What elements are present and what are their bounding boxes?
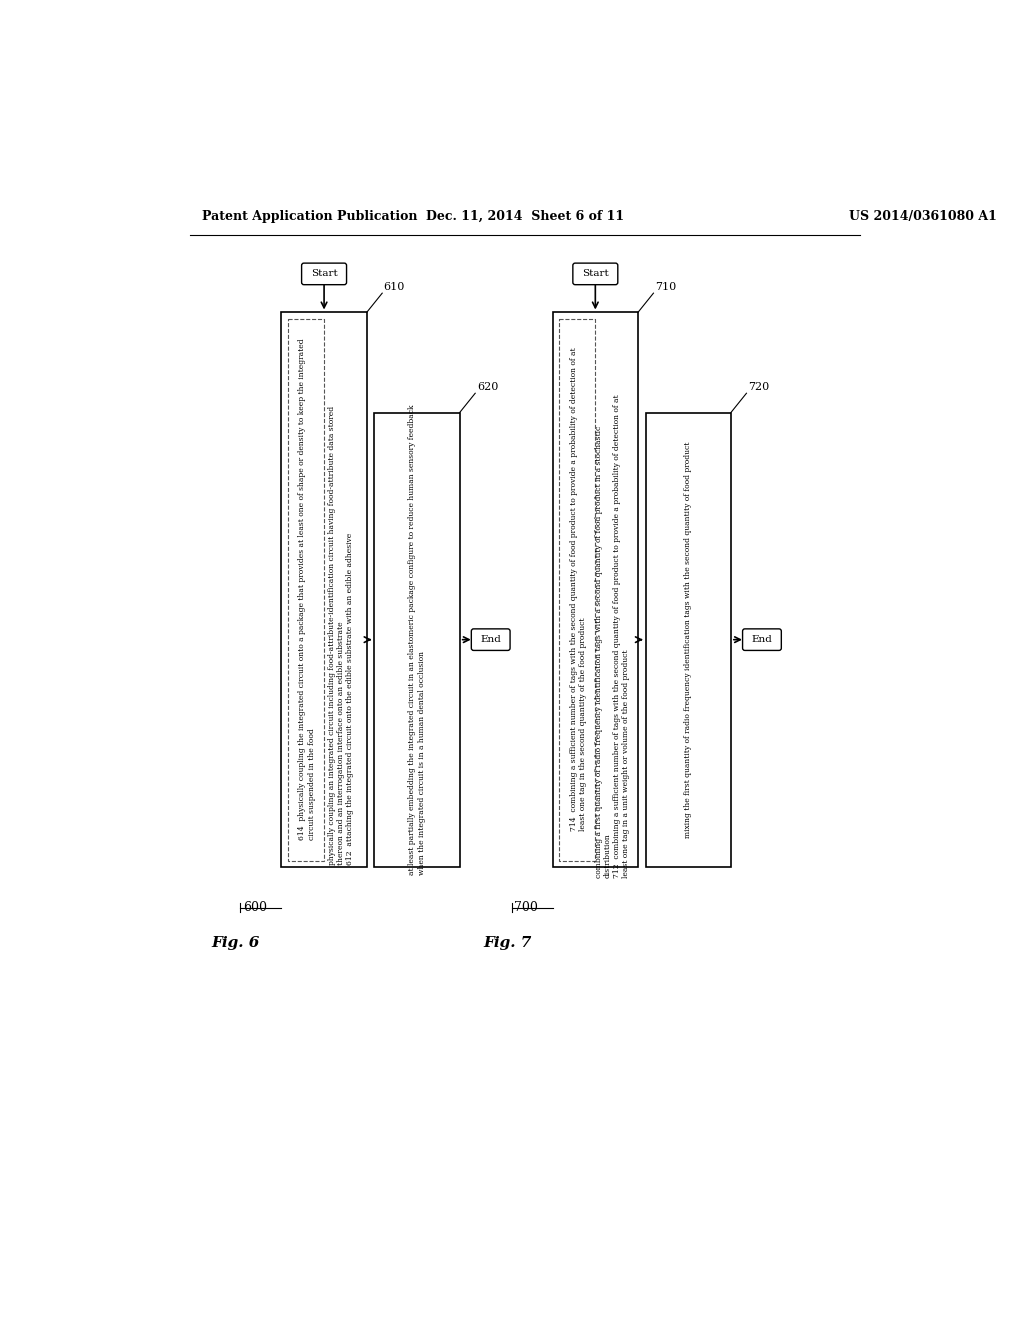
FancyBboxPatch shape: [302, 263, 346, 285]
Text: physically coupling an integrated circuit including food-attribute-identificatio: physically coupling an integrated circui…: [328, 407, 354, 866]
Text: Start: Start: [582, 269, 608, 279]
Text: 710: 710: [655, 281, 676, 292]
Text: End: End: [480, 635, 501, 644]
Text: 600: 600: [243, 902, 266, 915]
Text: Fig. 7: Fig. 7: [483, 936, 531, 950]
FancyBboxPatch shape: [572, 263, 617, 285]
Bar: [375, 412, 460, 867]
Text: 620: 620: [477, 381, 498, 392]
Text: 614  physically coupling the integrated circuit onto a package that provides at : 614 physically coupling the integrated c…: [298, 339, 315, 841]
Text: 700: 700: [514, 902, 538, 915]
Bar: [559, 318, 595, 861]
Bar: [553, 313, 638, 867]
Bar: [288, 318, 324, 861]
Text: US 2014/0361080 A1: US 2014/0361080 A1: [849, 210, 996, 223]
Text: 610: 610: [384, 281, 406, 292]
Text: Patent Application Publication: Patent Application Publication: [202, 210, 417, 223]
Text: 720: 720: [748, 381, 769, 392]
Text: combining a first quantity of radio frequency identification tags with a second : combining a first quantity of radio freq…: [595, 393, 630, 878]
Text: End: End: [752, 635, 772, 644]
Text: Start: Start: [310, 269, 338, 279]
Bar: [282, 313, 367, 867]
Text: Dec. 11, 2014  Sheet 6 of 11: Dec. 11, 2014 Sheet 6 of 11: [426, 210, 624, 223]
Text: Fig. 6: Fig. 6: [212, 936, 260, 950]
FancyBboxPatch shape: [742, 628, 781, 651]
Bar: [646, 412, 731, 867]
Text: mixing the first quantity of radio frequency identification tags with the second: mixing the first quantity of radio frequ…: [684, 441, 692, 838]
FancyBboxPatch shape: [471, 628, 510, 651]
Text: at least partially embedding the integrated circuit in an elastomeric package co: at least partially embedding the integra…: [409, 404, 426, 875]
Text: 714  combining a sufficient number of tags with the second quantity of food prod: 714 combining a sufficient number of tag…: [569, 347, 587, 832]
